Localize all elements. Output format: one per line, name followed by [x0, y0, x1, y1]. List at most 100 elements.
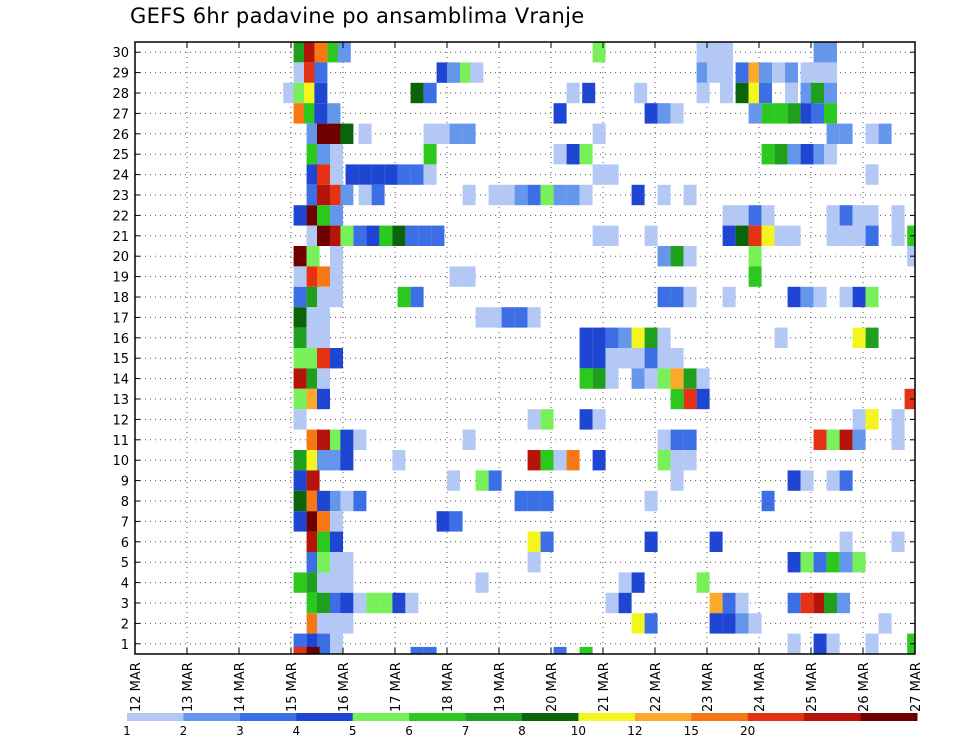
heatmap-cell: [317, 205, 330, 226]
heatmap-cell: [317, 490, 330, 512]
heatmap-cell: [317, 429, 330, 450]
y-tick-label: 9: [121, 475, 129, 490]
x-tick-label: 23 MAR: [701, 662, 716, 712]
heatmap-cell: [330, 144, 343, 165]
x-tick-label: 25 MAR: [805, 662, 820, 712]
heatmap-cell: [904, 388, 915, 410]
heatmap-cell: [644, 348, 658, 369]
heatmap-cell: [839, 225, 853, 246]
heatmap-cell: [379, 592, 393, 614]
heatmap-cell: [306, 388, 320, 410]
colorbar-swatch: [296, 713, 354, 721]
heatmap-cell: [696, 62, 710, 83]
heatmap-cell: [826, 429, 840, 450]
heatmap-cell: [306, 144, 320, 165]
colorbar-label: 10: [571, 724, 586, 738]
heatmap-cell: [644, 531, 658, 552]
colorbar-label: 15: [684, 724, 699, 738]
heatmap-cell: [447, 62, 460, 83]
colorbar-swatch: [239, 713, 297, 721]
heatmap-cell: [330, 552, 343, 573]
heatmap-cell: [824, 144, 837, 165]
heatmap-cell: [865, 225, 879, 246]
heatmap-cell: [423, 82, 437, 104]
colorbar-label: 6: [405, 724, 413, 738]
heatmap-cell: [293, 511, 307, 532]
heatmap-cell: [761, 103, 775, 124]
heatmap-cell: [314, 42, 328, 63]
heatmap-cell: [634, 82, 648, 104]
heatmap-cell: [605, 592, 619, 614]
heatmap-cell: [813, 592, 827, 614]
heatmap-cell: [358, 123, 372, 144]
heatmap-cell: [657, 286, 671, 308]
heatmap-cell: [839, 286, 853, 308]
heatmap-cell: [293, 246, 307, 267]
heatmap-cell: [306, 429, 320, 450]
heatmap-cell: [852, 552, 866, 573]
heatmap-cell: [787, 103, 801, 124]
heatmap-cell: [431, 225, 445, 246]
plot-frame: [134, 41, 916, 655]
heatmap-cell: [592, 450, 606, 471]
chart-title: GEFS 6hr padavine po ansamblima Vranje: [130, 4, 585, 28]
y-tick-label: 20: [112, 250, 129, 265]
heatmap-cell: [657, 327, 671, 348]
heatmap-cell: [618, 572, 632, 593]
heatmap-cell: [392, 225, 406, 246]
y-tick-label: 7: [121, 515, 129, 530]
heatmap-cell: [696, 572, 710, 593]
y-tick-label: 17: [112, 311, 129, 326]
heatmap-cell: [540, 184, 554, 206]
heatmap-cell: [317, 348, 330, 369]
heatmap-cell: [330, 164, 343, 185]
heatmap-cell: [670, 286, 684, 308]
heatmap-cell: [761, 490, 775, 512]
colorbar-swatch: [352, 713, 410, 721]
heatmap-cell: [826, 205, 840, 226]
heatmap-cell: [696, 368, 710, 389]
heatmap-cell: [722, 205, 736, 226]
y-tick-label: 30: [112, 46, 129, 61]
heatmap-cell: [813, 286, 827, 308]
heatmap-cell: [340, 225, 354, 246]
heatmap-cell: [306, 327, 320, 348]
heatmap-cell: [423, 123, 437, 144]
y-tick-label: 12: [112, 413, 129, 428]
heatmap-cell: [774, 144, 788, 165]
heatmap-cell: [852, 205, 866, 226]
x-tick-label: 12 MAR: [129, 662, 144, 712]
heatmap-cell: [618, 327, 632, 348]
heatmap-cell: [852, 225, 866, 246]
heatmap-cell: [340, 184, 354, 206]
heatmap-cell: [501, 307, 515, 328]
heatmap-cell: [759, 62, 772, 83]
heatmap-cell: [553, 450, 567, 471]
heatmap-cell: [410, 646, 424, 654]
heatmap-cell: [330, 511, 343, 532]
colorbar-swatch: [578, 713, 636, 721]
heatmap-cell: [371, 184, 385, 206]
colorbar-swatch: [804, 713, 861, 721]
heatmap-cell: [304, 62, 317, 83]
heatmap-cell: [670, 388, 684, 410]
heatmap-cell: [618, 592, 632, 614]
y-tick-label: 28: [112, 87, 129, 102]
heatmap-cell: [748, 205, 762, 226]
heatmap-cell: [657, 184, 671, 206]
heatmap-cell: [330, 266, 343, 287]
heatmap-cell: [317, 633, 330, 654]
heatmap-cell: [317, 531, 330, 552]
heatmap-cell: [293, 103, 307, 124]
heatmap-cell: [787, 144, 801, 165]
heatmap-cell: [709, 592, 723, 614]
colorbar-label: 2: [180, 724, 188, 738]
heatmap-cell: [405, 225, 419, 246]
heatmap-cell: [304, 103, 317, 124]
heatmap-cell: [644, 327, 658, 348]
heatmap-cell: [813, 633, 827, 654]
heatmap-cell: [317, 144, 330, 165]
heatmap-cell: [722, 225, 736, 246]
heatmap-cell: [696, 388, 710, 410]
heatmap-cell: [449, 123, 463, 144]
